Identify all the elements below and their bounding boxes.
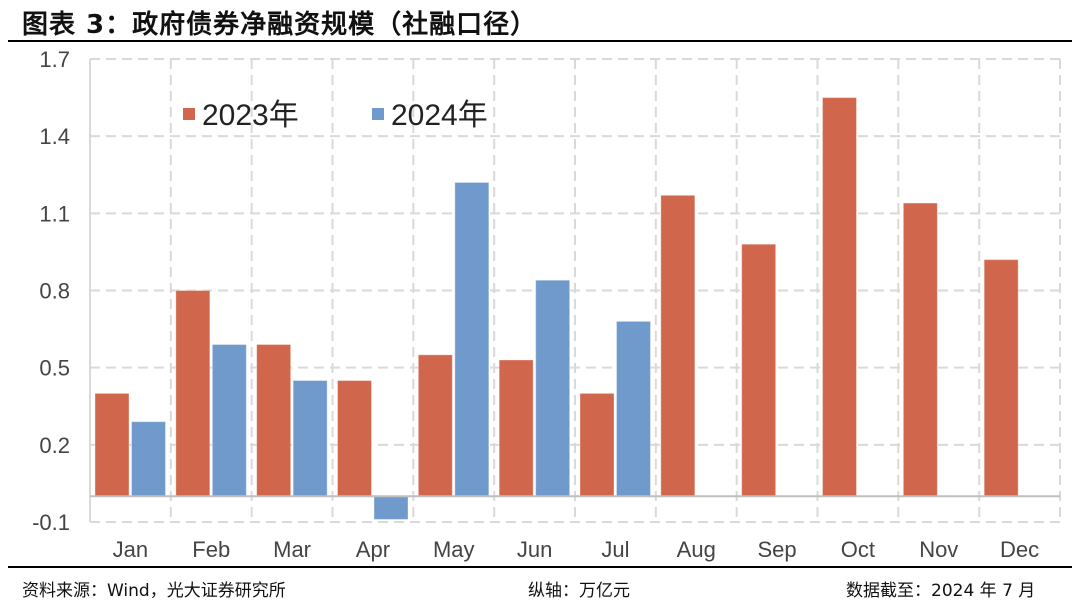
legend: 2023年 2024年 [183,99,488,132]
bar-oct-2023 [822,97,857,497]
x-tick-label: Jan [113,537,148,562]
x-tick-label: Mar [273,537,311,562]
bar-chart: 1.7 1.4 1.1 0.8 0.5 0.2 -0.1 Jan Feb Mar Apr May Jun… [32,47,1061,562]
bar-feb-2023 [175,290,211,497]
bar-feb-2024 [211,344,247,497]
unit-note: 纵轴：万亿元 [528,581,630,601]
chart-title: 图表 3：政府债券净融资规模（社融口径） [22,10,538,40]
x-tick-label: Feb [192,537,230,562]
bottom-divider [8,566,1072,568]
bar-jul-2023 [579,392,615,497]
legend-label-2024: 2024年 [391,99,488,132]
bar-mar-2023 [256,344,292,497]
bar-jul-2024 [616,320,651,497]
bar-may-2024 [454,181,490,497]
bars [94,97,1019,520]
y-tick-label: 1.4 [39,124,70,149]
x-tick-label: Jun [517,537,552,562]
x-tick-label: Apr [356,537,390,562]
y-tick-label: -0.1 [32,510,70,535]
top-divider [8,40,1072,42]
gridlines [89,58,1061,523]
axes: 1.7 1.4 1.1 0.8 0.5 0.2 -0.1 Jan Feb Mar Apr May Jun… [32,47,1060,562]
y-tick-label: 1.1 [39,201,70,226]
data-cutoff-note: 数据截至：2024 年 7 月 [846,581,1036,601]
y-tick-label: 0.5 [39,356,70,381]
bar-jun-2023 [498,359,534,497]
bar-mar-2024 [292,380,328,497]
bar-jan-2023 [94,392,130,497]
legend-swatch-2024 [372,108,384,120]
bar-jan-2024 [131,421,166,497]
bar-apr-2023 [337,380,372,497]
bar-dec-2023 [983,259,1019,497]
y-tick-label: 0.8 [39,279,70,304]
x-tick-label: May [433,537,475,562]
bar-jun-2024 [535,279,571,497]
x-tick-label: Dec [1000,537,1039,562]
x-tick-label: Nov [919,537,958,562]
legend-swatch-2023 [183,108,195,120]
bar-nov-2023 [902,202,938,497]
legend-label-2023: 2023年 [202,99,299,132]
y-tick-label: 0.2 [39,433,70,458]
x-tick-label: Aug [677,537,716,562]
y-tick-label: 1.7 [39,47,70,72]
bar-sep-2023 [741,243,777,497]
bar-aug-2023 [660,194,696,497]
bar-apr-2024 [373,495,409,520]
x-tick-label: Sep [758,537,797,562]
x-tick-label: Jul [601,537,629,562]
source-note: 资料来源：Wind，光大证券研究所 [22,581,286,601]
bar-may-2023 [417,354,453,497]
x-tick-label: Oct [841,537,875,562]
